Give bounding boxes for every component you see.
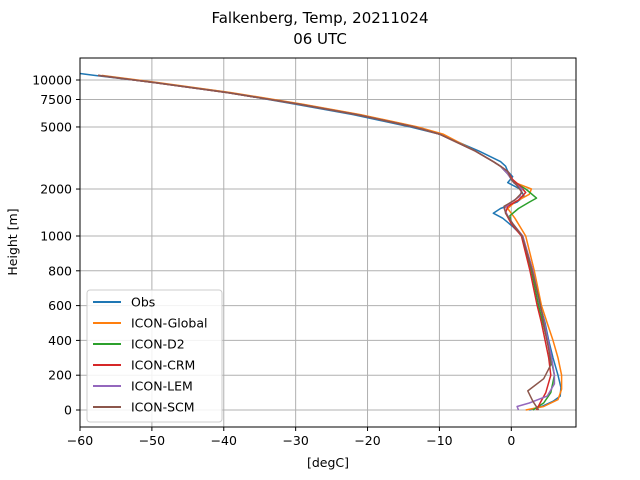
legend-label: ICON-LEM — [131, 379, 193, 394]
legend-label: Obs — [131, 295, 155, 310]
legend-label: ICON-CRM — [131, 358, 195, 373]
x-tick-label: −30 — [282, 433, 308, 448]
legend: Obs ICON-Global ICON-D2 ICON-CRM ICON-LEM ICO… — [86, 289, 223, 423]
y-axis-label: Height [m] — [5, 208, 20, 275]
series-line — [79, 72, 562, 411]
series-lines — [79, 72, 563, 411]
series-line — [97, 74, 552, 411]
y-tick-label: 5000 — [40, 119, 72, 134]
y-tick-label: 7500 — [40, 92, 72, 107]
x-axis-ticks: −60 −50 −40 −30 −20 −10 0 — [67, 427, 515, 448]
y-tick-label: 2000 — [40, 182, 72, 197]
y-tick-label: 0 — [64, 403, 72, 418]
legend-label: ICON-D2 — [131, 337, 185, 352]
y-tick-label: 200 — [48, 368, 72, 383]
x-tick-label: −50 — [139, 433, 165, 448]
x-tick-label: −10 — [426, 433, 452, 448]
y-tick-label: 800 — [48, 263, 72, 278]
x-tick-label: −40 — [211, 433, 237, 448]
plot-frame — [79, 57, 577, 428]
y-tick-label: 600 — [48, 298, 72, 313]
legend-label: ICON-Global — [131, 316, 207, 331]
x-tick-label: −60 — [67, 433, 93, 448]
x-tick-label: 0 — [507, 433, 515, 448]
y-tick-label: 400 — [48, 333, 72, 348]
y-tick-label: 10000 — [32, 73, 72, 88]
chart-subtitle: 06 UTC — [293, 30, 347, 48]
x-axis-label: [degC] — [307, 455, 349, 470]
chart-title: Falkenberg, Temp, 20211024 — [211, 9, 428, 27]
y-tick-label: 1000 — [40, 229, 72, 244]
legend-label: ICON-SCM — [131, 400, 195, 415]
y-axis-ticks: 0 200 400 600 800 1000 2000 5000 7500 10000 — [32, 73, 80, 418]
x-tick-label: −20 — [354, 433, 380, 448]
